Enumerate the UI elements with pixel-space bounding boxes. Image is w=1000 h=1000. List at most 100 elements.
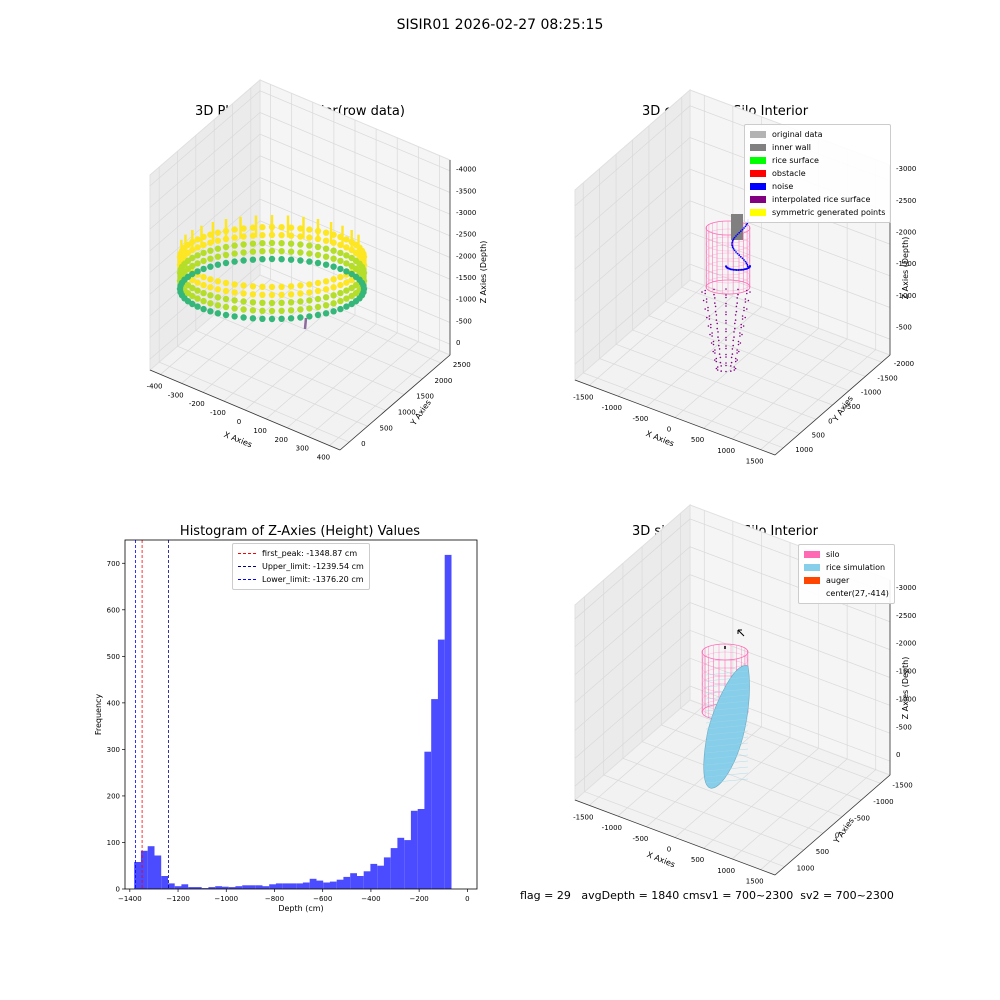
panel1-z-tick: -2500: [456, 231, 476, 239]
histogram-bar: [174, 886, 182, 889]
panel1-point: [306, 313, 313, 320]
panel1-point: [287, 283, 295, 290]
panel4-x-tick: -1500: [573, 813, 593, 821]
histogram-bar: [329, 881, 337, 889]
legend-label: Upper_limit: -1239.54 cm: [262, 562, 364, 571]
panel4-rice-mesh: [705, 766, 749, 772]
panel1-point: [194, 279, 201, 286]
panel1-point: [240, 249, 247, 256]
status-flag: flag = 29: [520, 889, 571, 902]
panel1-point: [348, 284, 355, 292]
panel1-point: [240, 257, 247, 264]
panel2-interp-point: [734, 357, 737, 360]
panel2-x-tick: 500: [691, 436, 704, 444]
panel1-x-tick: 200: [275, 436, 288, 444]
panel1-point: [306, 234, 313, 241]
histogram-x-tick: −1000: [214, 895, 238, 903]
histogram-bar: [242, 885, 249, 889]
panel1-point: [214, 286, 222, 293]
panel1-point: [278, 291, 285, 298]
panel4-rice-mesh: [705, 670, 749, 676]
panel1-point: [194, 236, 201, 243]
panel2-grid-y: [665, 111, 866, 377]
panel1-grid-y: [250, 87, 441, 364]
panel1-point: [343, 244, 350, 251]
panel2-noise-point: [745, 262, 748, 265]
panel1-point: [222, 287, 230, 295]
panel1-point: [306, 226, 313, 233]
panel1-grid-x: [329, 155, 440, 446]
panel4-rice-mesh: [705, 688, 749, 694]
panel1-point: [240, 306, 247, 313]
panel1-point: [268, 291, 276, 299]
histogram-bar: [228, 887, 236, 889]
panel4-rice-mesh: [705, 748, 749, 754]
panel2-inner-wall: [731, 214, 743, 240]
panel1-point: [207, 263, 214, 270]
panel2-y-axis: [774, 354, 891, 456]
panel4-y-tick: -500: [854, 815, 870, 823]
panel1-point: [360, 282, 367, 290]
panel1-point: [231, 289, 238, 296]
panel2-interp-point: [706, 316, 708, 319]
panel2-interp-point: [725, 296, 727, 299]
panel1-point: [259, 240, 266, 247]
panel2-noise-point: [739, 230, 742, 233]
panel4-x-tick: 0: [667, 846, 671, 854]
histogram-bar: [255, 885, 263, 889]
histogram-bar: [424, 751, 432, 889]
panel2-z-tick: -1000: [896, 292, 916, 300]
histogram-bar: [404, 840, 411, 889]
panel4-grid-x: [760, 574, 877, 870]
panel1-grid-z: [149, 112, 451, 208]
legend-line: [238, 566, 256, 567]
histogram-y-tick: 300: [107, 746, 120, 754]
legend-swatch: [804, 551, 820, 558]
panel1-point: [330, 247, 337, 254]
panel1-zlabel: Z Axies (Depth): [479, 241, 488, 304]
histogram-bar: [161, 876, 168, 889]
panel1-point: [214, 253, 222, 260]
panel2-interp-point: [725, 336, 727, 339]
panel1-grid-x: [286, 137, 398, 429]
legend-swatch: [750, 209, 766, 216]
panel2-interp-point: [744, 301, 747, 303]
panel1-point: [322, 245, 330, 252]
panel1-point: [306, 258, 313, 265]
panel3-title: Histogram of Z-Axies (Height) Values: [179, 524, 421, 539]
histogram-bar: [410, 810, 418, 889]
panel4-z-tick: -500: [896, 723, 912, 731]
panel4-arrow-icon: [737, 629, 745, 637]
panel2-interp-point: [717, 336, 719, 338]
panel1-point: [297, 290, 304, 297]
histogram-bar: [181, 884, 189, 889]
legend-label: noise: [772, 182, 794, 191]
status-sv1: sv1 = 700~2300: [699, 889, 794, 902]
panel1-point: [200, 305, 207, 313]
status-avg-depth: avgDepth = 1840 cm: [581, 889, 700, 902]
panel2-x-tick: 1000: [717, 447, 735, 455]
panel2-z-tick: -1500: [896, 260, 916, 268]
legend-swatch: [750, 157, 766, 164]
histogram-bar: [350, 873, 357, 889]
panel2-interp-point: [725, 353, 727, 356]
panel1-point: [278, 248, 285, 255]
panel1-y-tick: 1000: [398, 408, 416, 416]
panel2-interp-point: [701, 291, 703, 293]
panel1-point: [268, 239, 276, 247]
panel2-interp-point: [710, 323, 712, 326]
panel1-point: [222, 303, 230, 311]
panel2-grid-y: [582, 182, 784, 449]
panel4-x-tick: 1000: [717, 867, 735, 875]
histogram-bar: [363, 871, 371, 889]
legend-label: obstacle: [772, 169, 806, 178]
panel1-point: [214, 261, 222, 268]
panel1-point: [306, 305, 313, 312]
panel2-silo-ring: [705, 276, 751, 292]
histogram-bar: [390, 848, 398, 889]
panel2-interp-point: [734, 360, 737, 363]
panel1-point: [348, 292, 355, 300]
panel2-interp-point: [714, 305, 717, 308]
panel2-interp-point: [732, 344, 734, 347]
